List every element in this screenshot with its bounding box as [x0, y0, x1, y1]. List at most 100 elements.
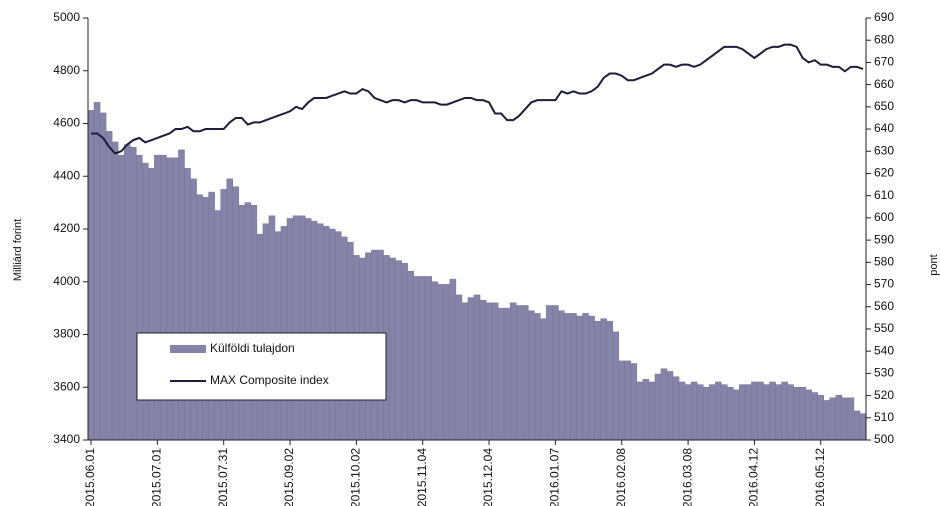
bar: [262, 223, 270, 441]
bar: [546, 305, 553, 441]
bar: [220, 189, 227, 441]
bar: [775, 384, 782, 441]
y2-tick-label: 650: [874, 99, 894, 113]
bar: [208, 191, 215, 441]
bar: [721, 384, 728, 441]
bar: [190, 178, 197, 441]
bar: [87, 110, 95, 441]
y-tick-label: 4800: [53, 63, 80, 77]
x-tick-label: 2015.09.02: [282, 448, 296, 506]
bar: [630, 363, 638, 441]
bar: [636, 381, 644, 441]
bar: [407, 270, 414, 441]
bar: [811, 392, 819, 441]
bar: [696, 384, 704, 441]
y2-tick-label: 630: [874, 143, 894, 157]
bar: [853, 410, 861, 441]
bar: [238, 205, 246, 441]
bar: [769, 381, 776, 441]
y2-tick-label: 510: [874, 410, 894, 424]
bar: [214, 210, 221, 441]
bar: [829, 397, 837, 441]
bar: [708, 384, 716, 441]
bar: [111, 141, 119, 441]
legend-label: Külföldi tulajdon: [210, 341, 295, 355]
y2-tick-label: 540: [874, 343, 894, 357]
bar: [431, 281, 439, 441]
y2-axis-label: pont: [928, 254, 940, 275]
y-tick-label: 3600: [53, 379, 80, 393]
y2-tick-label: 520: [874, 388, 894, 402]
bar: [702, 387, 710, 441]
y2-tick-label: 690: [874, 10, 894, 24]
bar: [576, 315, 583, 441]
bar: [678, 381, 686, 441]
bar: [455, 294, 463, 441]
bar: [654, 373, 662, 441]
bar: [479, 299, 487, 441]
y2-tick-label: 660: [874, 77, 894, 91]
bar: [316, 223, 324, 441]
y-tick-label: 4400: [53, 168, 80, 182]
bar: [600, 318, 607, 441]
bar: [558, 310, 565, 441]
bar: [310, 220, 318, 441]
bar: [805, 389, 812, 441]
bar: [841, 397, 849, 441]
bar: [672, 376, 680, 441]
bar: [684, 384, 692, 441]
x-tick-label: 2015.07.01: [150, 448, 164, 506]
bar: [781, 381, 788, 441]
x-tick-label: 2016.03.08: [680, 448, 694, 506]
y-tick-label: 3400: [53, 432, 80, 446]
y-tick-label: 4600: [53, 116, 80, 130]
bar: [714, 381, 722, 441]
y2-tick-label: 530: [874, 366, 894, 380]
bar: [552, 305, 559, 441]
bar: [123, 144, 131, 441]
bar: [787, 384, 794, 441]
bar: [473, 294, 481, 441]
bar: [437, 284, 445, 441]
x-tick-label: 2015.10.02: [349, 448, 363, 506]
bar: [642, 379, 650, 441]
bar: [129, 146, 137, 441]
bar: [93, 102, 101, 441]
bar: [817, 394, 825, 441]
x-tick-label: 2016.02.08: [614, 448, 628, 506]
y-tick-label: 4000: [53, 274, 80, 288]
y2-tick-label: 620: [874, 166, 894, 180]
bar: [443, 284, 451, 441]
bar: [660, 368, 668, 441]
bar: [727, 387, 734, 441]
bar: [425, 276, 433, 441]
y2-tick-label: 550: [874, 321, 894, 335]
bar: [582, 313, 589, 441]
y2-tick-label: 560: [874, 299, 894, 313]
y2-tick-label: 570: [874, 277, 894, 291]
bar: [485, 302, 493, 441]
bar: [117, 154, 125, 441]
bar: [540, 318, 547, 441]
y2-tick-label: 670: [874, 55, 894, 69]
bar: [196, 194, 203, 441]
bar: [250, 205, 258, 441]
bar: [268, 215, 276, 441]
y2-tick-label: 580: [874, 254, 894, 268]
y2-tick-label: 500: [874, 432, 894, 446]
bar: [232, 186, 240, 441]
x-tick-label: 2015.06.01: [83, 448, 97, 506]
bar: [449, 278, 457, 441]
bar: [534, 313, 541, 441]
bar: [401, 263, 408, 441]
bar: [570, 313, 577, 441]
bar: [823, 400, 831, 441]
x-tick-label: 2016.05.12: [813, 448, 827, 506]
legend-swatch: [170, 345, 206, 353]
y-tick-label: 5000: [53, 10, 80, 24]
x-tick-label: 2016.01.07: [548, 448, 562, 506]
line: [91, 43, 864, 155]
bar: [793, 387, 800, 441]
x-tick-label: 2015.12.04: [481, 448, 495, 506]
